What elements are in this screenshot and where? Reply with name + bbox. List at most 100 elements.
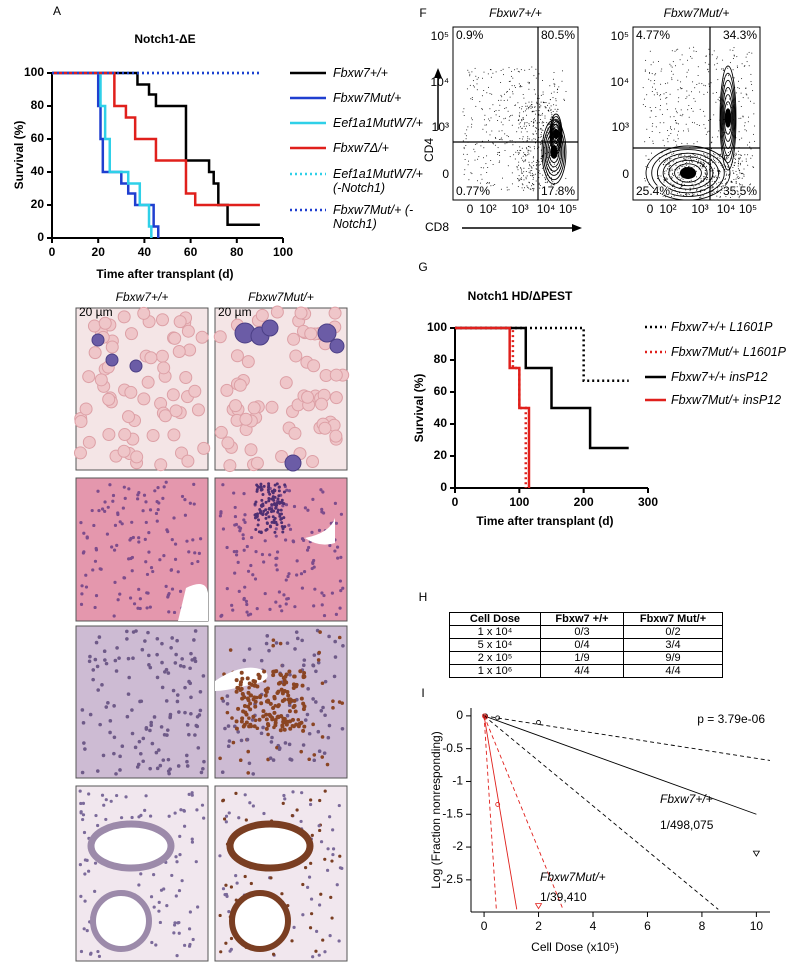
nucleus bbox=[139, 752, 143, 756]
nucleus bbox=[234, 515, 237, 518]
event-dot bbox=[745, 122, 746, 123]
nucleus bbox=[103, 500, 106, 503]
nucleus bbox=[115, 669, 119, 673]
nucleus bbox=[247, 570, 250, 573]
event-dot bbox=[523, 168, 524, 169]
event-dot bbox=[563, 99, 564, 100]
event-dot bbox=[752, 166, 753, 167]
event-dot bbox=[507, 91, 508, 92]
event-dot bbox=[474, 151, 475, 152]
nucleus bbox=[268, 608, 271, 611]
infiltrate bbox=[281, 525, 284, 528]
event-dot bbox=[539, 73, 540, 74]
nucleus bbox=[276, 568, 279, 571]
event-dot bbox=[659, 161, 660, 162]
nucleus bbox=[222, 527, 225, 530]
event-dot bbox=[543, 102, 544, 103]
event-dot bbox=[705, 186, 706, 187]
stained-cell bbox=[301, 684, 305, 688]
event-dot bbox=[676, 145, 677, 146]
event-dot bbox=[734, 55, 735, 56]
event-dot bbox=[699, 83, 700, 84]
event-dot bbox=[497, 120, 498, 121]
event-dot bbox=[719, 170, 720, 171]
event-dot bbox=[664, 162, 665, 163]
nucleus bbox=[179, 808, 182, 811]
nucleus bbox=[293, 647, 297, 651]
event-dot bbox=[529, 69, 530, 70]
event-dot bbox=[681, 156, 682, 157]
event-dot bbox=[504, 100, 505, 101]
event-dot bbox=[521, 169, 522, 170]
event-dot bbox=[708, 185, 709, 186]
stained-cell bbox=[294, 684, 298, 688]
nucleus bbox=[144, 500, 147, 503]
nucleus bbox=[303, 658, 307, 662]
nucleus bbox=[306, 687, 310, 691]
stained-cell bbox=[239, 680, 243, 684]
event-dot bbox=[741, 173, 742, 174]
stained-cell bbox=[276, 690, 280, 694]
event-dot bbox=[666, 170, 667, 171]
nucleus bbox=[151, 570, 154, 573]
stained-cell bbox=[235, 727, 239, 731]
nucleus bbox=[115, 646, 119, 650]
event-dot bbox=[527, 140, 528, 141]
stained-cell bbox=[299, 721, 303, 725]
event-dot bbox=[528, 150, 529, 151]
event-dot bbox=[691, 91, 692, 92]
event-dot bbox=[678, 156, 679, 157]
event-dot bbox=[733, 58, 734, 59]
event-dot bbox=[645, 106, 646, 107]
event-dot bbox=[753, 134, 754, 135]
nucleus bbox=[272, 953, 275, 956]
event-dot bbox=[671, 176, 672, 177]
nucleus bbox=[138, 700, 142, 704]
event-dot bbox=[716, 58, 717, 59]
nucleus bbox=[145, 591, 148, 594]
event-dot bbox=[696, 176, 697, 177]
event-dot bbox=[536, 110, 537, 111]
event-dot bbox=[483, 147, 484, 148]
quadrant-percent: 4.77% bbox=[636, 28, 670, 42]
event-dot bbox=[703, 176, 704, 177]
event-dot bbox=[527, 138, 528, 139]
event-dot bbox=[551, 116, 552, 117]
nucleus bbox=[136, 607, 139, 610]
nucleus bbox=[191, 791, 194, 794]
event-dot bbox=[539, 110, 540, 111]
event-dot bbox=[504, 108, 505, 109]
event-dot bbox=[689, 162, 690, 163]
event-dot bbox=[540, 129, 541, 130]
event-dot bbox=[742, 173, 743, 174]
event-dot bbox=[472, 119, 473, 120]
event-dot bbox=[556, 100, 557, 101]
event-dot bbox=[651, 110, 652, 111]
nucleus bbox=[144, 560, 147, 563]
nucleus bbox=[226, 587, 229, 590]
nucleus bbox=[225, 820, 228, 823]
event-dot bbox=[657, 92, 658, 93]
event-dot bbox=[531, 166, 532, 167]
event-dot bbox=[512, 85, 513, 86]
nucleus bbox=[260, 659, 264, 663]
event-dot bbox=[717, 157, 718, 158]
nucleus bbox=[278, 746, 282, 750]
nucleus bbox=[200, 771, 204, 775]
event-dot bbox=[716, 177, 717, 178]
nucleus bbox=[186, 723, 190, 727]
airway bbox=[230, 824, 310, 868]
event-dot bbox=[507, 190, 508, 191]
event-dot bbox=[517, 178, 518, 179]
event-dot bbox=[666, 92, 667, 93]
event-dot bbox=[732, 50, 733, 51]
nucleus bbox=[89, 953, 92, 956]
nucleus bbox=[306, 509, 309, 512]
micrograph bbox=[76, 786, 208, 961]
event-dot bbox=[748, 121, 749, 122]
cell bbox=[125, 386, 137, 398]
event-dot bbox=[534, 89, 535, 90]
cell bbox=[266, 401, 278, 413]
event-dot bbox=[736, 171, 737, 172]
event-dot bbox=[475, 76, 476, 77]
